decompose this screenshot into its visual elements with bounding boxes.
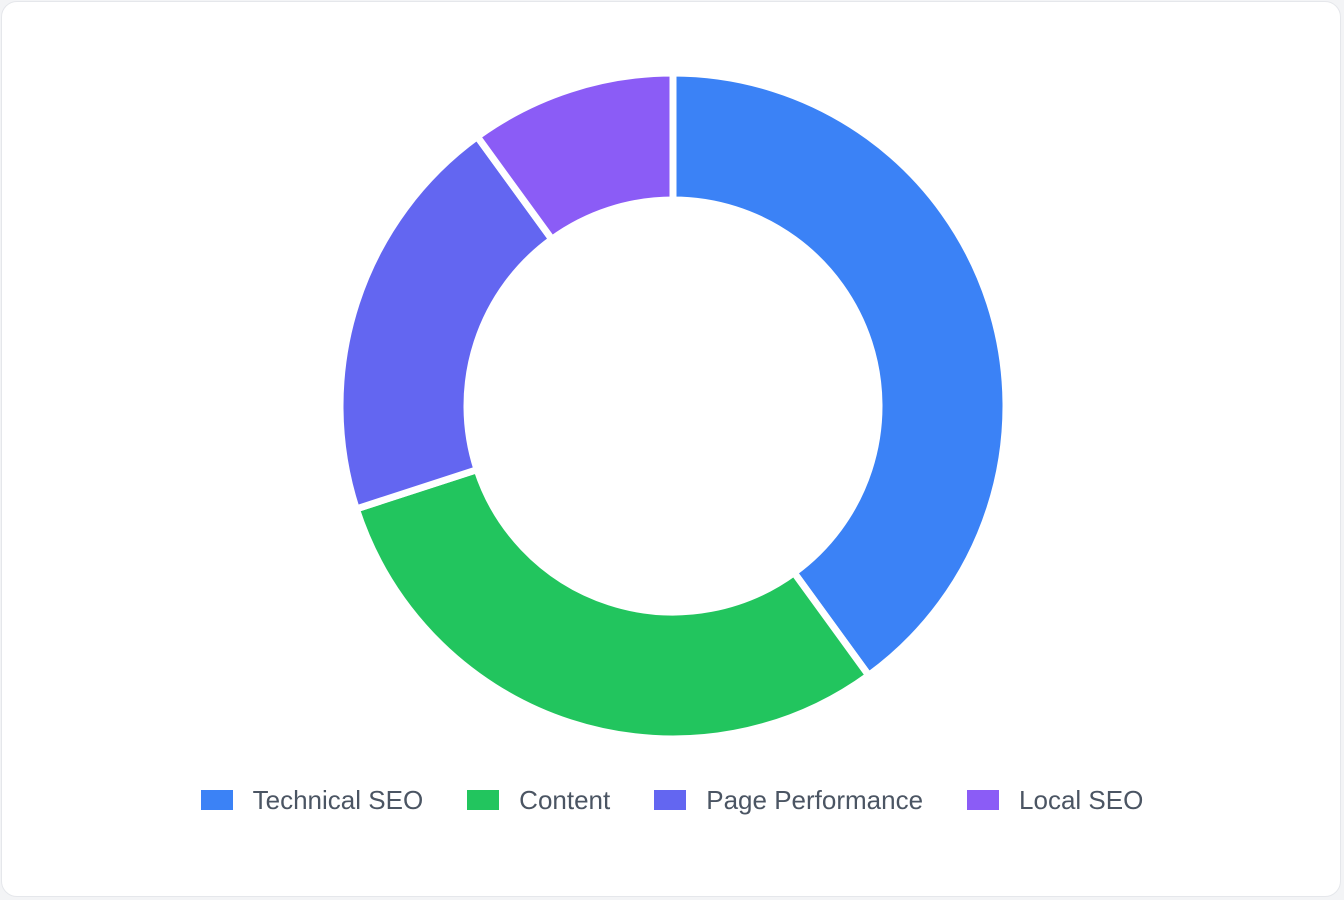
legend-label: Local SEO	[1019, 784, 1144, 815]
legend-swatch	[200, 790, 233, 810]
slice-technical-seo[interactable]	[669, 69, 1010, 681]
legend-label: Content	[519, 784, 611, 815]
slice-local-seo[interactable]	[472, 69, 677, 245]
legend-swatch	[467, 790, 500, 810]
legend-swatch	[967, 790, 1000, 810]
legend-label: Technical SEO	[252, 784, 424, 815]
legend-item-content[interactable]: Content	[467, 785, 610, 816]
legend: Technical SEO Content Page Performance L…	[2, 782, 1342, 818]
legend-item-page-performance[interactable]: Page Performance	[654, 785, 923, 816]
legend-swatch	[654, 790, 687, 810]
slices-group	[336, 69, 1010, 743]
legend-label: Page Performance	[706, 784, 924, 815]
slice-content[interactable]	[351, 465, 874, 743]
slice-page-performance[interactable]	[336, 131, 557, 514]
legend-item-local-seo[interactable]: Local SEO	[967, 785, 1143, 816]
legend-item-technical-seo[interactable]: Technical SEO	[200, 784, 424, 816]
